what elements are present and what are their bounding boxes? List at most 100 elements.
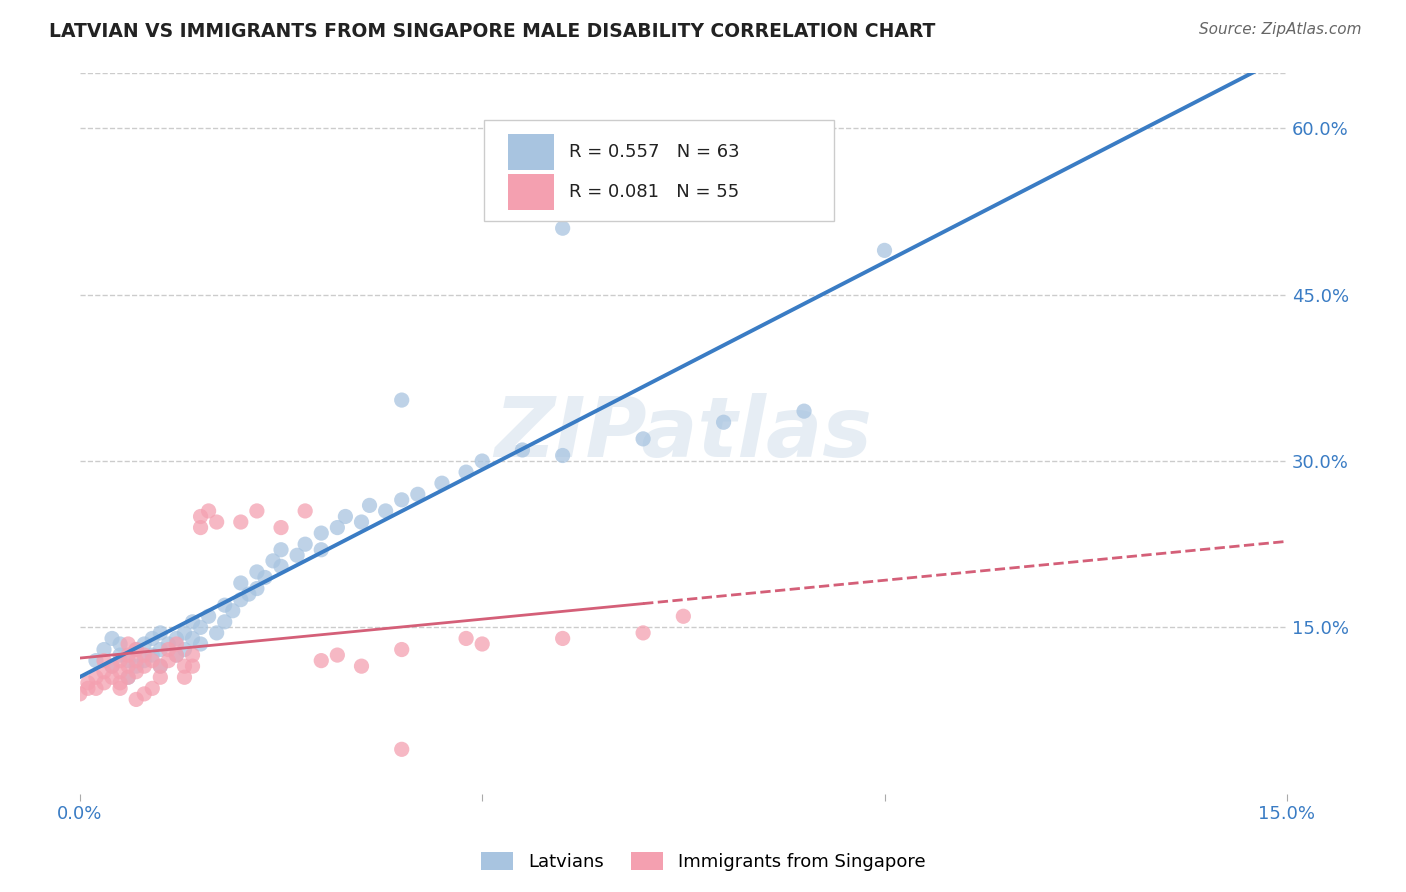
Point	[197, 609, 219, 624]
Point	[270, 520, 292, 534]
Point	[141, 648, 163, 662]
Point	[229, 576, 252, 591]
Point	[238, 587, 260, 601]
Point	[165, 637, 187, 651]
Point	[165, 632, 187, 646]
Point	[149, 670, 172, 684]
Point	[190, 520, 212, 534]
Text: LATVIAN VS IMMIGRANTS FROM SINGAPORE MALE DISABILITY CORRELATION CHART: LATVIAN VS IMMIGRANTS FROM SINGAPORE MAL…	[49, 22, 935, 41]
Point	[456, 632, 478, 646]
Point	[190, 637, 212, 651]
Point	[471, 637, 494, 651]
Point	[93, 642, 115, 657]
Point	[93, 654, 115, 668]
Point	[471, 454, 494, 468]
Text: Source: ZipAtlas.com: Source: ZipAtlas.com	[1198, 22, 1361, 37]
Point	[69, 687, 91, 701]
Point	[391, 393, 413, 408]
Point	[285, 549, 308, 563]
Point	[181, 648, 204, 662]
Point	[117, 659, 139, 673]
Point	[101, 659, 124, 673]
Point	[134, 687, 156, 701]
FancyBboxPatch shape	[484, 120, 834, 220]
Point	[125, 642, 148, 657]
Point	[181, 659, 204, 673]
Point	[134, 659, 156, 673]
Point	[173, 642, 195, 657]
Point	[117, 637, 139, 651]
Point	[391, 492, 413, 507]
Point	[117, 670, 139, 684]
Point	[125, 659, 148, 673]
Point	[793, 404, 815, 418]
Legend: Latvians, Immigrants from Singapore: Latvians, Immigrants from Singapore	[474, 845, 932, 879]
Point	[125, 692, 148, 706]
Point	[391, 742, 413, 756]
Point	[134, 648, 156, 662]
Point	[631, 626, 654, 640]
Point	[551, 221, 574, 235]
Point	[141, 654, 163, 668]
Point	[350, 659, 373, 673]
Point	[108, 675, 131, 690]
Point	[181, 615, 204, 629]
Point	[141, 632, 163, 646]
Point	[157, 654, 180, 668]
Point	[229, 592, 252, 607]
Text: ZIPatlas: ZIPatlas	[495, 392, 872, 474]
Point	[229, 515, 252, 529]
Point	[149, 642, 172, 657]
Point	[270, 559, 292, 574]
Point	[246, 504, 269, 518]
Point	[512, 442, 534, 457]
Point	[117, 654, 139, 668]
Point	[205, 626, 228, 640]
Point	[134, 654, 156, 668]
Point	[309, 654, 332, 668]
Point	[350, 515, 373, 529]
Point	[309, 542, 332, 557]
FancyBboxPatch shape	[509, 134, 554, 170]
Point	[165, 648, 187, 662]
Point	[253, 570, 276, 584]
Point	[430, 476, 453, 491]
Point	[101, 659, 124, 673]
Text: R = 0.557   N = 63: R = 0.557 N = 63	[568, 144, 740, 161]
Point	[294, 537, 316, 551]
Point	[149, 659, 172, 673]
Point	[326, 520, 349, 534]
Point	[672, 609, 695, 624]
Point	[335, 509, 357, 524]
Point	[190, 620, 212, 634]
Point	[141, 681, 163, 696]
Point	[157, 642, 180, 657]
Point	[108, 637, 131, 651]
Point	[205, 515, 228, 529]
Point	[551, 632, 574, 646]
Point	[134, 637, 156, 651]
Point	[93, 665, 115, 679]
Point	[77, 675, 100, 690]
Point	[294, 504, 316, 518]
Point	[270, 542, 292, 557]
Point	[181, 632, 204, 646]
Point	[406, 487, 429, 501]
Point	[197, 504, 219, 518]
Point	[309, 526, 332, 541]
Point	[117, 670, 139, 684]
Point	[173, 659, 195, 673]
Point	[214, 598, 236, 612]
Point	[108, 665, 131, 679]
Point	[246, 582, 269, 596]
Point	[149, 626, 172, 640]
Point	[391, 642, 413, 657]
Point	[190, 509, 212, 524]
Point	[173, 670, 195, 684]
Point	[631, 432, 654, 446]
Point	[125, 654, 148, 668]
Text: R = 0.081   N = 55: R = 0.081 N = 55	[568, 183, 740, 201]
Point	[101, 670, 124, 684]
Point	[101, 632, 124, 646]
Point	[157, 637, 180, 651]
